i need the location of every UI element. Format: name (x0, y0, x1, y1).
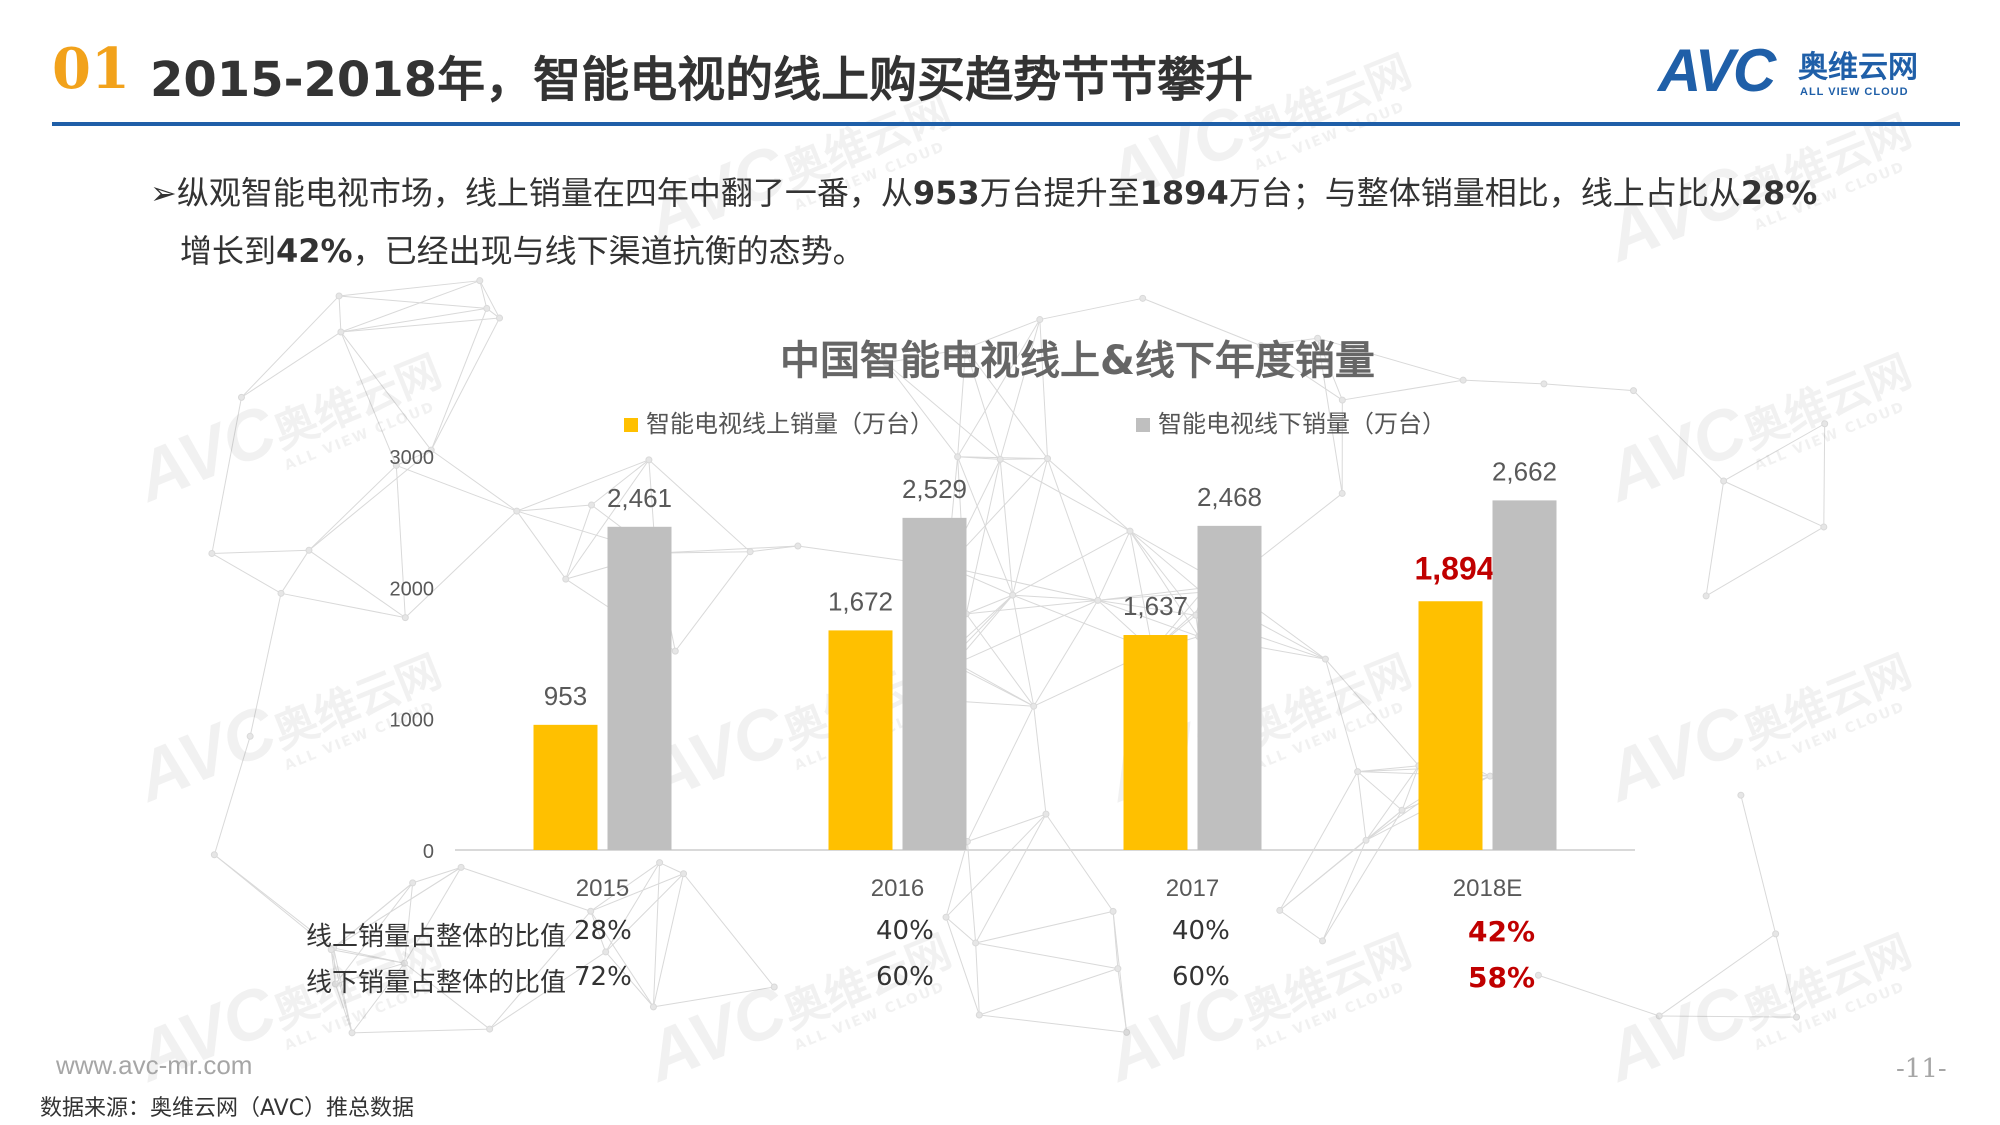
ratio-value: 58% (1468, 961, 1536, 994)
logo-en-text: ALL VIEW CLOUD (1800, 86, 1909, 98)
legend-label-online: 智能电视线上销量（万台） (646, 410, 934, 438)
legend-label-offline: 智能电视线下销量（万台） (1158, 410, 1446, 438)
data-label: 2,468 (1197, 482, 1262, 512)
legend-online: 智能电视线上销量（万台） (624, 404, 934, 439)
bar-offline-2015 (607, 526, 672, 850)
legend-offline: 智能电视线下销量（万台） (1136, 404, 1446, 439)
data-label: 1,637 (1123, 591, 1188, 621)
data-source-note: 数据来源：奥维云网（AVC）推总数据 (40, 1096, 415, 1121)
bullet-line-1: ➢纵观智能电视市场，线上销量在四年中翻了一番，从953万台提升至1894万台；与… (150, 168, 1817, 214)
ratio-value: 42% (1468, 915, 1536, 948)
ratio-value: 72% (574, 962, 632, 992)
page-title: 2015-2018年，智能电视的线上购买趋势节节攀升 (150, 52, 1254, 108)
y-tick-label: 0 (423, 841, 434, 863)
page-number: -11- (1896, 1054, 1947, 1084)
bullet-text: 纵观智能电视市场，线上销量在四年中翻了一番，从 (176, 174, 913, 212)
bar-online-2016 (828, 630, 893, 850)
bullet-text: ，已经出现与线下渠道抗衡的态势。 (352, 232, 865, 270)
ratio-value: 40% (876, 916, 934, 946)
data-label: 953 (544, 681, 587, 711)
bar-online-2017 (1123, 635, 1188, 850)
bullet-symbol: ➢ (150, 174, 177, 212)
header-divider (52, 122, 1960, 126)
logo-mark: AVC (1658, 37, 1776, 104)
y-tick-label: 2000 (390, 578, 435, 600)
bar-online-2018E (1418, 601, 1483, 850)
data-label: 2,529 (902, 474, 967, 504)
x-tick-label: 2017 (1166, 875, 1219, 902)
chart-title: 中国智能电视线上&线下年度销量 (780, 338, 1375, 384)
data-label: 1,894 (1414, 550, 1494, 586)
bullet-text: 万台；与整体销量相比，线上占比从 (1228, 174, 1741, 212)
footer-url[interactable]: www.avc-mr.com (56, 1050, 253, 1080)
bar-online-2015 (533, 724, 598, 850)
bullet-text: 万台提升至 (979, 174, 1140, 212)
bar-offline-2017 (1197, 525, 1262, 850)
y-tick-label: 3000 (390, 447, 435, 469)
data-label: 2,461 (607, 483, 672, 513)
bullet-highlight: 42% (276, 232, 353, 270)
x-tick-label: 2018E (1453, 875, 1522, 902)
legend-swatch-online (624, 418, 638, 432)
data-label: 1,672 (828, 586, 893, 616)
bullet-highlight: 953 (912, 174, 980, 212)
x-tick-label: 2016 (871, 875, 924, 902)
x-tick-label: 2015 (576, 875, 629, 902)
y-tick-label: 1000 (390, 710, 435, 732)
ratio-value: 40% (1172, 916, 1230, 946)
legend-swatch-offline (1136, 418, 1150, 432)
bullet-highlight: 1894 (1139, 174, 1229, 212)
ratio-row-label: 线上销量占整体的比值 (306, 922, 567, 952)
ratio-value: 60% (876, 962, 934, 992)
bullet-line-2: 增长到42%，已经出现与线下渠道抗衡的态势。 (180, 226, 865, 272)
ratio-value: 60% (1172, 962, 1230, 992)
bar-offline-2016 (902, 517, 967, 850)
logo-cn-text: 奥维云网 (1798, 50, 1918, 85)
avc-logo: AVC 奥维云网 ALL VIEW CLOUD (1658, 37, 1958, 112)
bullet-text: 增长到 (180, 232, 277, 270)
ratio-row-label: 线下销量占整体的比值 (306, 968, 567, 998)
bullet-highlight: 28% (1740, 174, 1818, 212)
slide-number: 01 (52, 36, 130, 102)
ratio-value: 28% (574, 916, 632, 946)
data-label: 2,662 (1492, 456, 1557, 486)
bar-offline-2018E (1492, 500, 1557, 850)
